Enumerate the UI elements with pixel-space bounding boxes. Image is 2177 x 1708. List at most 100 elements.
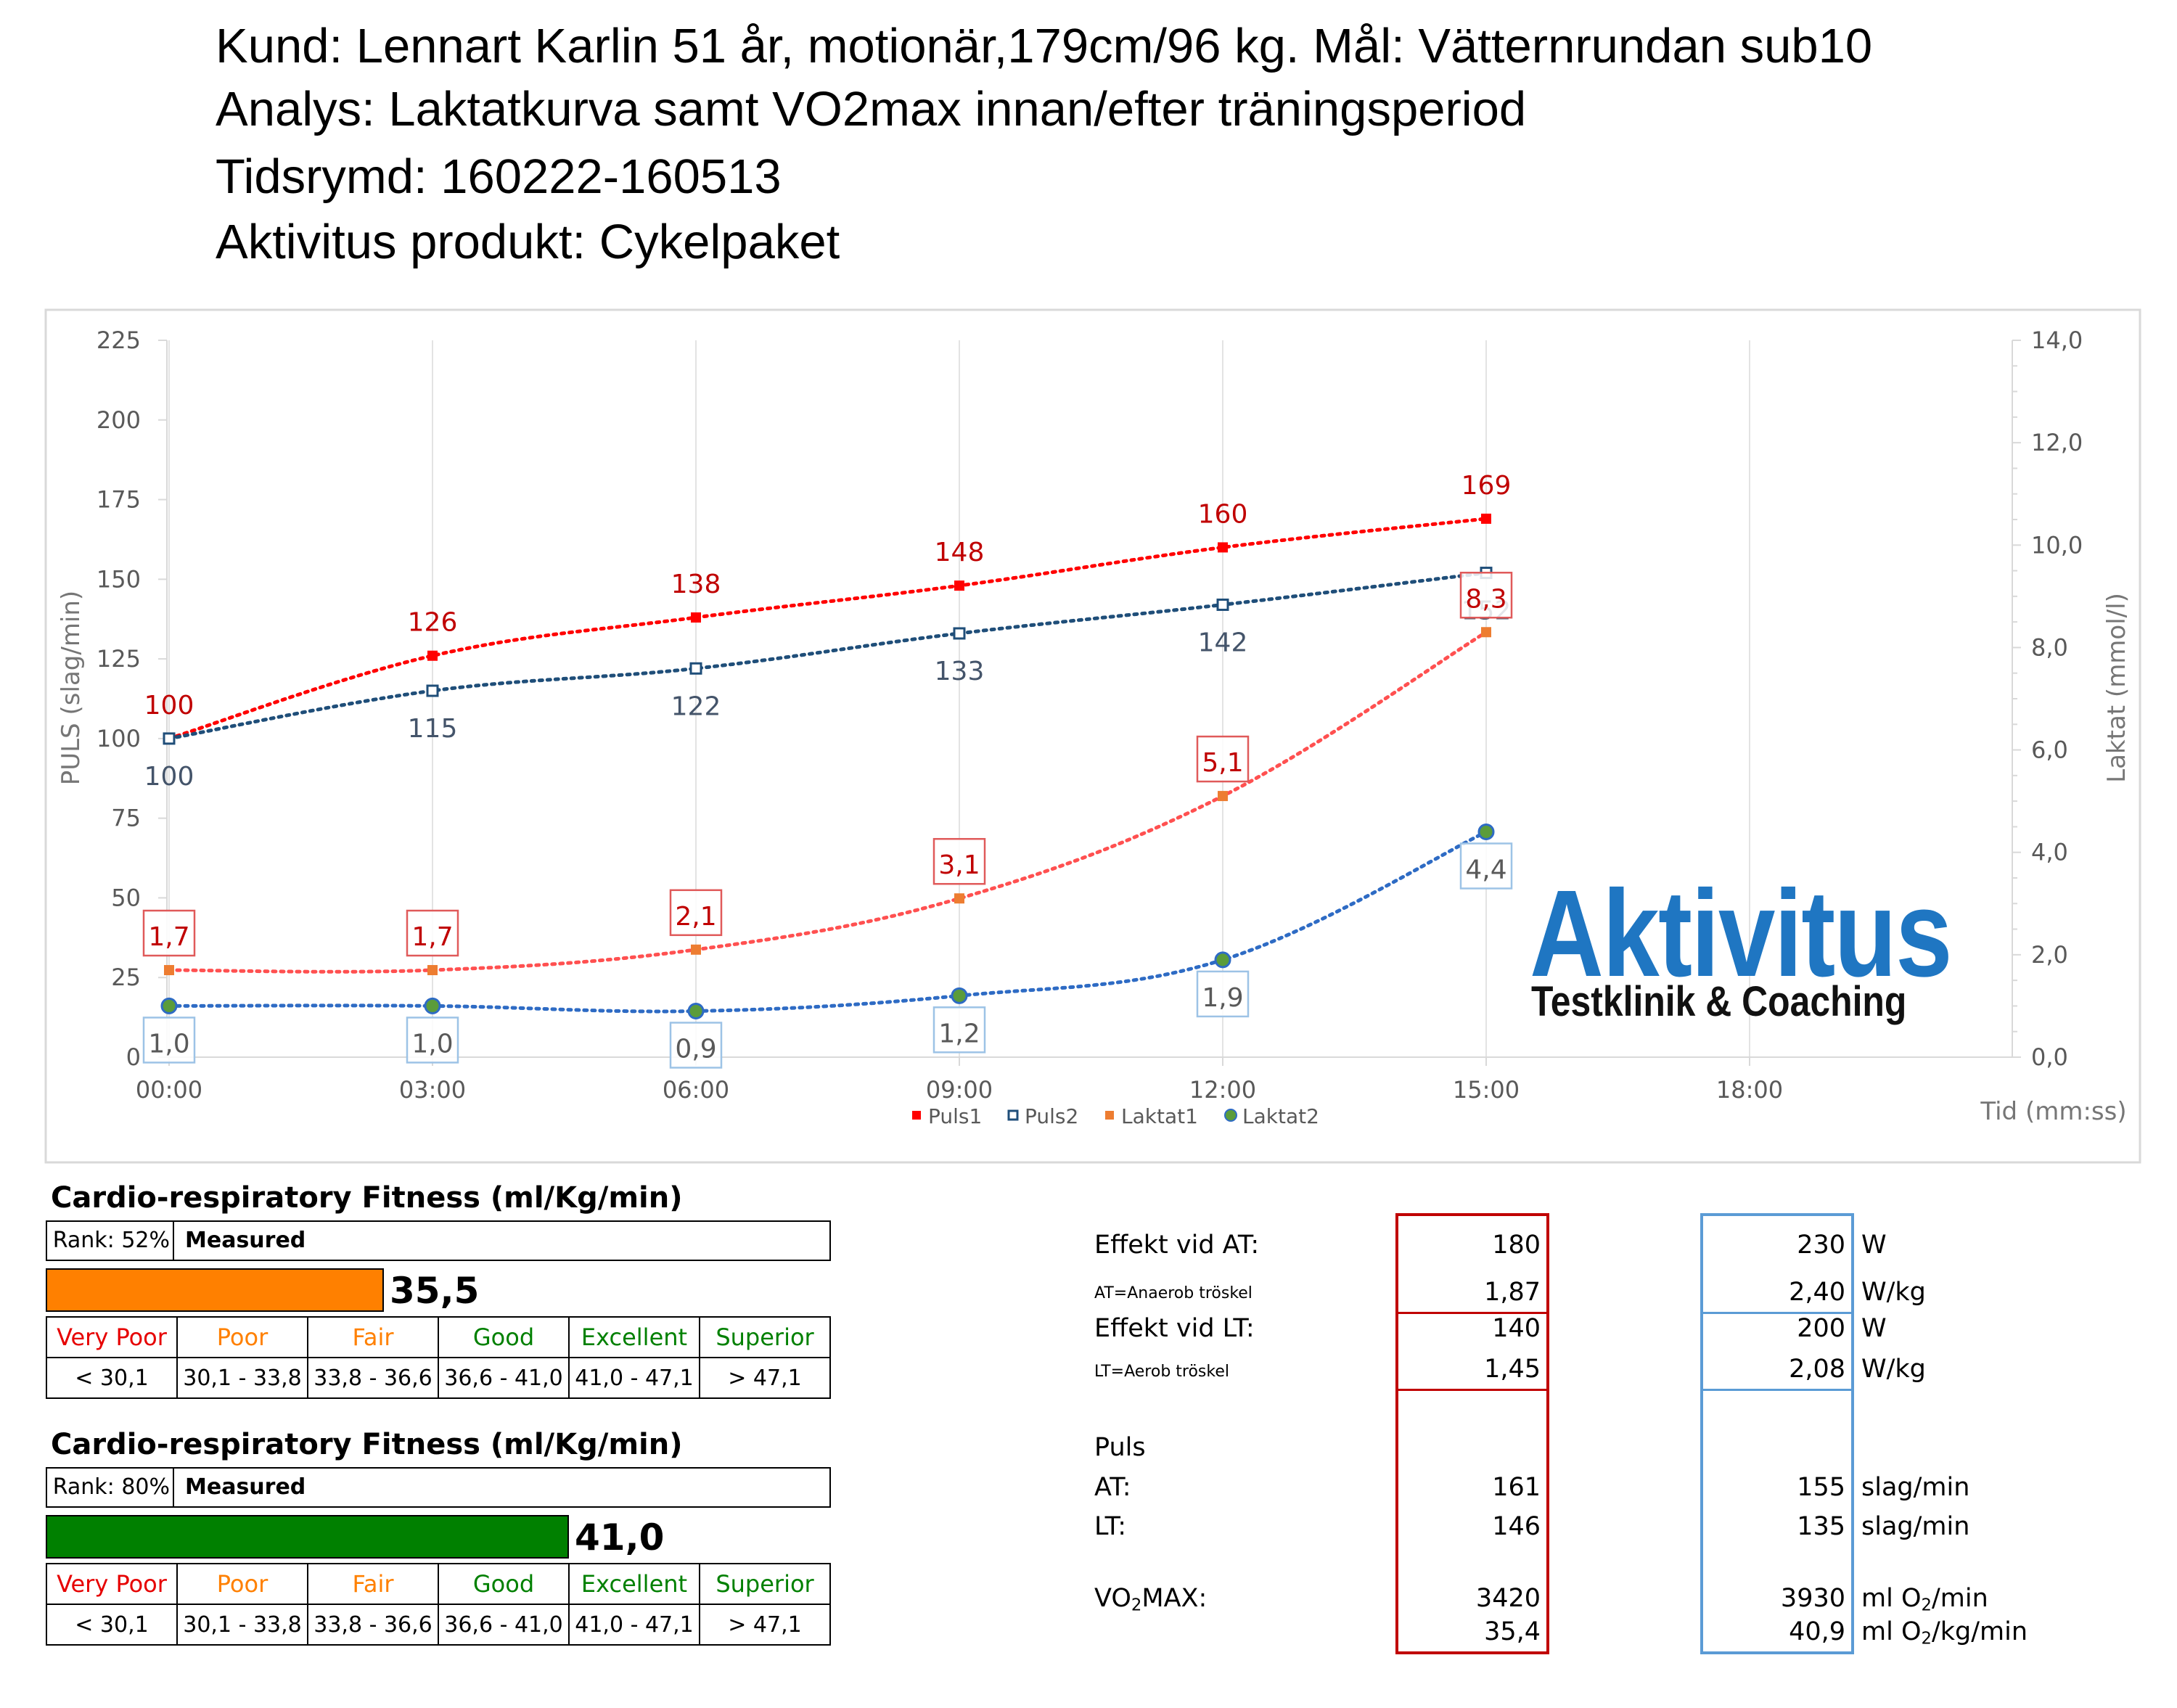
at-note: AT=Anaerob tröskel [1094, 1284, 1253, 1302]
category-cell: Excellent [568, 1316, 700, 1358]
fitness-title: Cardio-respiratory Fitness (ml/Kg/min) [51, 1428, 683, 1461]
data-label: 160 [1198, 499, 1248, 529]
range-row: < 30,1 30,1 - 33,8 33,8 - 36,6 36,6 - 41,0 4… [46, 1604, 831, 1646]
x-axis-title: Tid (mm:ss) [1980, 1097, 2126, 1126]
y-tick-label: 225 [97, 327, 141, 354]
legend-marker [912, 1111, 921, 1120]
data-label: 5,1 [1202, 748, 1243, 778]
y-axis-title: PULS (slag/min) [57, 591, 86, 785]
before-vo2-kg: 35,4 [1484, 1617, 1541, 1646]
range-cell: 30,1 - 33,8 [176, 1357, 308, 1399]
fitness-title: Cardio-respiratory Fitness (ml/Kg/min) [51, 1181, 683, 1215]
data-label: 169 [1461, 471, 1512, 501]
legend-marker [1105, 1111, 1114, 1120]
data-label: 122 [671, 691, 721, 721]
before-puls-lt: 146 [1492, 1512, 1541, 1541]
category-cell: Fair [307, 1563, 439, 1605]
after-box [1700, 1213, 1854, 1654]
data-point [1218, 791, 1228, 802]
data-point [1216, 598, 1229, 611]
y2-tick-label: 0,0 [2031, 1043, 2068, 1071]
data-label: 2,1 [675, 902, 716, 932]
data-point [427, 965, 438, 976]
category-cell: Fair [307, 1316, 439, 1358]
data-label: 4,4 [1465, 855, 1506, 884]
data-point [1218, 542, 1228, 553]
unit-ml-pre: ml O [1861, 1584, 1922, 1613]
after-effekt-lt: 200 [1797, 1314, 1845, 1343]
y-tick-label: 0 [126, 1043, 141, 1071]
before-effekt-lt-kg: 1,45 [1484, 1355, 1541, 1384]
range-cell: > 47,1 [699, 1357, 831, 1399]
data-point [691, 612, 701, 623]
range-cell: 36,6 - 41,0 [438, 1604, 570, 1646]
y2-tick-label: 4,0 [2031, 839, 2068, 866]
unit-mlkg-sub: 2 [1921, 1629, 1932, 1649]
data-point [1214, 951, 1231, 969]
rank-label: Rank: 80% [47, 1469, 174, 1506]
x-tick-label: 15:00 [1453, 1076, 1520, 1104]
category-cell: Poor [176, 1563, 308, 1605]
before-effekt-at-kg: 1,87 [1484, 1278, 1541, 1307]
category-row: Very Poor Poor Fair Good Excellent Superior [46, 1316, 831, 1358]
range-cell: 36,6 - 41,0 [438, 1357, 570, 1399]
effekt-lt-label: Effekt vid LT: [1094, 1314, 1255, 1343]
before-effekt-lt: 140 [1492, 1314, 1541, 1343]
before-box [1395, 1213, 1549, 1654]
fitness-category-table: Very Poor Poor Fair Good Excellent Superior < … [46, 1316, 831, 1399]
rank-row: Rank: 52% Measured [46, 1220, 831, 1261]
data-point [954, 893, 964, 904]
data-label-box [1459, 842, 1513, 890]
range-cell: < 30,1 [46, 1604, 178, 1646]
series-line [167, 571, 1488, 741]
unit-ml-kg-min: ml O2/kg/min [1861, 1617, 2028, 1649]
header-line-2: Analys: Laktatkurva samt VO2max innan/ef… [216, 82, 1527, 136]
series-line [167, 517, 1488, 741]
data-label-box [1196, 970, 1250, 1018]
before-effekt-at: 180 [1492, 1231, 1541, 1260]
data-label-box [669, 889, 723, 937]
data-point [426, 684, 439, 697]
data-point [953, 627, 966, 640]
y-tick-label: 125 [97, 645, 141, 673]
data-label-box [932, 1006, 986, 1054]
chart-frame [44, 308, 2141, 1164]
legend-marker [1224, 1109, 1237, 1122]
data-label: 1,7 [411, 922, 453, 952]
vo2max-label: VO2MAX: [1094, 1584, 1207, 1615]
y2-tick-label: 10,0 [2031, 531, 2083, 559]
y2-tick-label: 14,0 [2031, 327, 2083, 354]
y2-tick-label: 12,0 [2031, 429, 2083, 456]
data-point [687, 1002, 705, 1019]
data-point [424, 997, 441, 1014]
data-label-box [142, 909, 196, 957]
y-tick-label: 150 [97, 565, 141, 593]
series-puls2: 100115122133142152 [144, 567, 1511, 792]
unit-ml-min: ml O2/min [1861, 1584, 1988, 1615]
legend-label: Puls1 [928, 1104, 982, 1128]
legend-item-puls1: Puls1 [912, 1104, 982, 1128]
before-divider [1395, 1312, 1549, 1314]
range-row: < 30,1 30,1 - 33,8 33,8 - 36,6 36,6 - 41,0 4… [46, 1357, 831, 1399]
rank-row: Rank: 80% Measured [46, 1467, 831, 1508]
unit-wkg: W/kg [1861, 1278, 1926, 1307]
data-point [427, 650, 438, 661]
x-tick-label: 06:00 [663, 1076, 729, 1104]
after-puls-at: 155 [1797, 1473, 1845, 1502]
data-label: 138 [671, 570, 721, 599]
data-point [954, 580, 964, 591]
data-label-box [1459, 572, 1513, 619]
after-vo2: 3930 [1780, 1584, 1845, 1613]
range-cell: > 47,1 [699, 1604, 831, 1646]
unit-mlkg-post: /kg/min [1931, 1617, 2028, 1646]
category-cell: Very Poor [46, 1316, 178, 1358]
category-cell: Superior [699, 1563, 831, 1605]
series-laktat1: 1,7 1,7 2,1 3,1 5,1 8,3 [142, 572, 1513, 976]
series-puls1: 100 126 138 148 160 169 [144, 471, 1512, 744]
data-point [160, 997, 178, 1014]
lactate-chart: 02550751001251501752002250,02,04,06,08,0… [44, 308, 2141, 1164]
category-cell: Very Poor [46, 1563, 178, 1605]
data-point [689, 662, 702, 675]
effekt-at-label: Effekt vid AT: [1094, 1231, 1260, 1260]
data-label-box [406, 909, 459, 957]
